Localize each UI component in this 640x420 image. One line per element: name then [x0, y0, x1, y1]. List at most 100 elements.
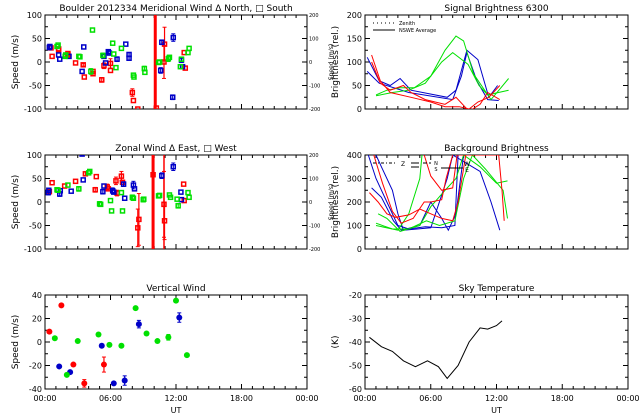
data-point — [113, 178, 119, 184]
legend-label-average: NSWE Average — [399, 28, 436, 34]
y-tick-label: 0 — [357, 245, 362, 254]
data-point — [178, 56, 185, 62]
data-point — [185, 49, 191, 56]
legend-label: W — [464, 161, 470, 168]
data-point — [81, 74, 88, 80]
data-point — [120, 181, 127, 187]
x-tick-label: 06:00 — [419, 394, 442, 403]
data-point — [142, 69, 148, 76]
x-tick-label: 18:00 — [551, 394, 574, 403]
data-point — [47, 43, 53, 50]
data-point — [170, 164, 177, 170]
data-point — [180, 181, 187, 187]
data-point — [77, 54, 83, 60]
series-line — [375, 155, 508, 230]
data-point — [110, 380, 117, 387]
y-tick-label: 200 — [347, 198, 362, 207]
data-point — [177, 63, 184, 70]
data-point — [186, 194, 192, 201]
data-point — [89, 27, 96, 33]
data-point — [119, 208, 126, 214]
data-point — [108, 208, 115, 214]
y-tick-label: -40 — [349, 338, 362, 347]
panel-meridional: Boulder 2012334 Meridional Wind Δ North,… — [11, 4, 335, 114]
y-tick-label: 0 — [37, 338, 42, 347]
data-point — [55, 187, 61, 193]
right-y-axis-label: Speed (m/s) — [328, 44, 335, 80]
data-point — [178, 189, 184, 195]
chart-title: Sky Temperature — [459, 284, 535, 294]
plot-area — [46, 297, 190, 388]
data-point — [173, 297, 179, 304]
y-tick-label: 100 — [27, 11, 42, 20]
data-point — [135, 225, 141, 231]
data-point — [88, 68, 94, 75]
y-tick-label: -100 — [24, 245, 42, 254]
data-point — [58, 302, 65, 309]
panel-signal: Signal Brightness 6300 200 150 100 50 0 Bright… — [331, 4, 629, 114]
data-point — [114, 56, 120, 62]
x-tick-label: 00:00 — [33, 394, 56, 403]
data-point — [135, 106, 141, 109]
data-point — [74, 338, 81, 345]
legend-label: E — [465, 167, 469, 174]
data-point — [111, 51, 117, 57]
x-tick-label: 12:00 — [164, 394, 187, 403]
y-tick-label: 0 — [37, 198, 42, 207]
chart-title: Vertical Wind — [146, 284, 205, 294]
data-point — [186, 45, 192, 52]
y-tick-label: -50 — [29, 82, 42, 91]
data-point — [161, 218, 168, 224]
plot-frame — [364, 294, 629, 390]
legend-label: N — [434, 161, 438, 167]
x-tick-label: 12:00 — [485, 394, 508, 403]
data-point — [129, 194, 136, 201]
series-line — [366, 50, 499, 101]
data-point — [131, 74, 137, 80]
data-point — [100, 188, 106, 195]
data-point — [101, 53, 107, 60]
y-tick-label: 300 — [347, 175, 362, 184]
y-axis-label: Brightness (rel.) — [331, 26, 341, 98]
y-tick-label: -20 — [349, 291, 362, 300]
data-point — [81, 44, 87, 50]
data-point — [101, 183, 107, 189]
right-y-tick-label: -100 — [309, 84, 320, 90]
y-tick-label: -100 — [24, 105, 42, 114]
data-point — [76, 186, 82, 192]
y-tick-label: 50 — [32, 35, 42, 44]
y-tick-label: 20 — [32, 315, 42, 324]
data-point — [159, 172, 165, 179]
data-point — [97, 201, 104, 208]
panel-background: Background Brightness 400 300 200 100 0 Bright… — [331, 144, 629, 254]
x-tick-label: 18:00 — [230, 394, 253, 403]
x-axis-label: UT — [171, 406, 182, 415]
data-point — [118, 342, 125, 349]
right-y-tick-label: 200 — [309, 153, 319, 159]
series-line — [375, 155, 501, 231]
series-line — [369, 320, 503, 380]
y-tick-label: -50 — [29, 222, 42, 231]
data-point — [107, 67, 114, 74]
legend-label: S — [434, 167, 437, 173]
data-point — [109, 40, 116, 46]
y-tick-label: 0 — [37, 58, 42, 67]
data-point — [136, 216, 142, 223]
y-tick-label: 200 — [347, 11, 362, 20]
y-tick-label: 0 — [357, 105, 362, 114]
data-point — [118, 173, 125, 179]
data-point — [129, 89, 136, 96]
right-y-tick-label: -100 — [309, 224, 320, 230]
plot-area — [46, 15, 192, 109]
data-point — [79, 68, 85, 75]
y-tick-label: 100 — [347, 58, 362, 67]
data-point — [126, 51, 132, 58]
data-point — [62, 52, 69, 58]
y-axis-label: Brightness (rel.) — [331, 166, 341, 238]
legend-label: Z — [401, 161, 405, 168]
data-point — [107, 60, 114, 67]
data-point — [156, 192, 163, 199]
series-line — [377, 155, 508, 232]
right-y-tick-label: -200 — [309, 247, 320, 253]
